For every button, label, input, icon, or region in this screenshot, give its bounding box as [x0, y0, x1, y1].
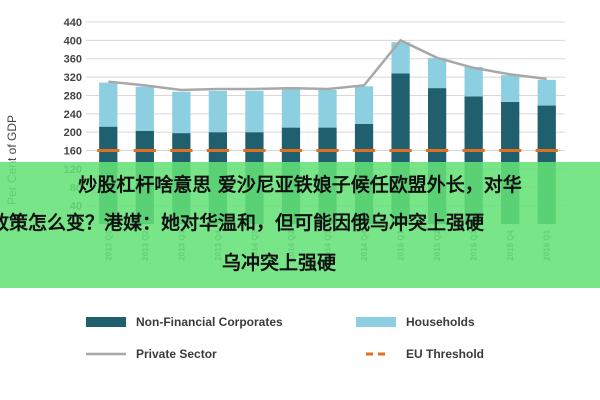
- y-tick-label: 280: [64, 90, 82, 102]
- private-sector-line: [108, 38, 547, 92]
- legend-swatch-non-financial-corporates: [86, 317, 126, 327]
- legend-label-households: Households: [406, 315, 475, 329]
- headline-overlay: 炒股杠杆啥意思 爱沙尼亚铁娘子候任欧盟外长，对华 政策怎么变？港媒：她对华温和，…: [0, 162, 600, 288]
- lines: [97, 38, 558, 153]
- y-tick-label: 240: [64, 109, 82, 121]
- legend-label-non-financial-corporates: Non-Financial Corporates: [136, 315, 283, 329]
- bar-households: [318, 89, 337, 128]
- bar-households: [537, 79, 556, 106]
- bar-households: [245, 90, 264, 133]
- bar-households: [354, 86, 374, 124]
- y-tick-label: 160: [64, 146, 82, 158]
- legend-label-eu-threshold: EU Threshold: [406, 347, 484, 361]
- bar-households: [208, 90, 228, 133]
- bar-households: [427, 57, 447, 89]
- bar-households: [99, 82, 118, 127]
- bar-households: [391, 42, 410, 74]
- legend: Non-Financial Corporates Households Privat…: [86, 315, 484, 361]
- headline-line-3: 乌冲突上强硬: [222, 252, 337, 274]
- y-tick-label: 360: [64, 54, 82, 66]
- headline-line-1: 炒股杠杆啥意思 爱沙尼亚铁娘子候任欧盟外长，对华: [78, 174, 522, 196]
- bar-households: [464, 66, 483, 97]
- legend-label-private-sector: Private Sector: [136, 347, 217, 361]
- legend-swatch-households: [356, 317, 396, 327]
- bar-households: [281, 89, 301, 128]
- bar-households: [172, 91, 191, 134]
- y-tick-label: 320: [64, 72, 82, 84]
- y-tick-label: 400: [64, 35, 82, 47]
- headline-line-2: 政策怎么变？港媒：她对华温和，但可能因俄乌冲突上强硬: [0, 212, 485, 234]
- y-tick-label: 200: [64, 127, 82, 139]
- y-tick-label: 440: [64, 17, 82, 29]
- bar-households: [501, 75, 520, 102]
- bar-households: [135, 86, 154, 131]
